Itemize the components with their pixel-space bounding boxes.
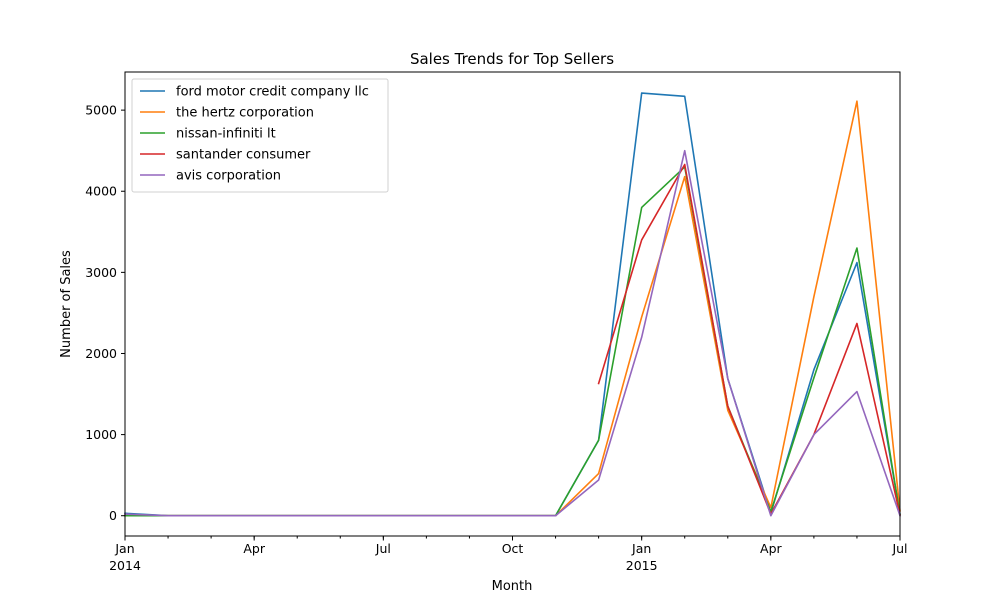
chart-title: Sales Trends for Top Sellers xyxy=(410,50,614,68)
series-line-santander-consumer xyxy=(597,163,901,516)
y-tick-label: 4000 xyxy=(85,184,117,199)
series-line-avis-corporation xyxy=(124,149,902,517)
x-axis-label: Month xyxy=(492,579,533,594)
plot-area xyxy=(124,92,902,517)
y-tick-label: 2000 xyxy=(85,346,117,361)
x-tick-label: Jul xyxy=(375,541,391,556)
legend-entry: nissan-infiniti lt xyxy=(176,127,276,142)
x-tick-label: Oct xyxy=(502,541,524,556)
x-tick-year-label: 2015 xyxy=(626,558,658,573)
x-tick-label: Jan xyxy=(631,541,651,556)
legend-entry: avis corporation xyxy=(176,169,281,184)
y-tick-label: 0 xyxy=(109,508,117,523)
x-axis: Jan 2014 Apr Jul Oct Jan 2015 Apr Jul xyxy=(109,536,908,573)
x-tick-label: Apr xyxy=(243,541,265,556)
x-tick-label: Apr xyxy=(760,541,782,556)
x-tick-year-label: 2014 xyxy=(109,558,141,573)
legend-box xyxy=(131,78,389,193)
legend: ford motor credit company llc the hertz c… xyxy=(131,78,389,193)
x-tick-label: Jan xyxy=(114,541,134,556)
series-line-nissan-infiniti-lt xyxy=(124,166,901,517)
legend-entry: the hertz corporation xyxy=(176,106,314,121)
y-tick-label: 1000 xyxy=(85,427,117,442)
legend-entry: santander consumer xyxy=(176,148,311,163)
y-tick-label: 3000 xyxy=(85,265,117,280)
y-axis: 0 1000 2000 3000 4000 5000 xyxy=(85,103,125,523)
legend-entry: ford motor credit company llc xyxy=(176,85,369,100)
y-tick-label: 5000 xyxy=(85,103,117,118)
x-tick-label: Jul xyxy=(891,541,907,556)
y-axis-label: Number of Sales xyxy=(59,250,74,358)
